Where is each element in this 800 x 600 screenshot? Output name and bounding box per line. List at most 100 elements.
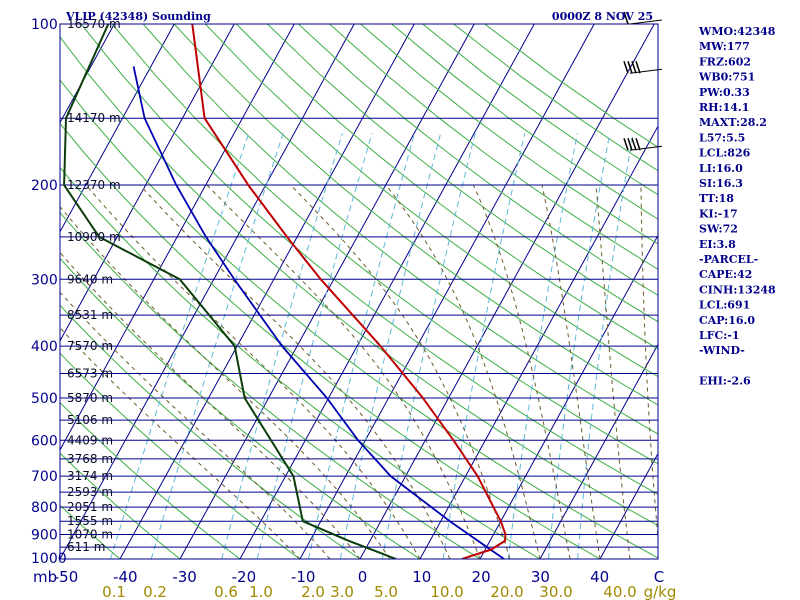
wind-barb: [623, 11, 663, 25]
index-line: LCL:691: [699, 299, 750, 312]
height-label: 2593 m: [67, 485, 113, 499]
height-label: 4409 m: [67, 433, 113, 447]
temperature-tick-label: 10: [412, 568, 431, 586]
height-label: 16570 m: [67, 17, 121, 31]
height-label: 2051 m: [67, 500, 113, 514]
station-title: VLIP (42348) Sounding: [65, 10, 211, 23]
moist-adiabat-line: [60, 251, 361, 559]
mixing-ratio-label: 0.2: [143, 583, 167, 600]
isotherm-line: [299, 24, 595, 559]
height-label: 5106 m: [67, 413, 113, 427]
mixing-ratio-label: 10.0: [430, 583, 463, 600]
index-line: -PARCEL-: [699, 253, 758, 266]
height-label: 611 m: [67, 540, 105, 554]
pressure-tick-label: 100: [31, 17, 58, 33]
height-label: 8531 m: [67, 308, 113, 322]
index-line: L57:5.5: [699, 131, 745, 144]
pressure-unit-label: mb: [33, 568, 57, 586]
pressure-tick-label: 600: [31, 433, 58, 449]
wind-barb: [623, 138, 663, 151]
dewpoint-profile-line: [63, 24, 397, 559]
parcel-profile-line: [132, 66, 505, 559]
index-line: LCL:826: [699, 147, 751, 160]
isotherm-line: [119, 24, 415, 559]
temperature-tick-label: C: [654, 568, 664, 586]
pressure-tick-label: 300: [31, 272, 58, 288]
isotherm-line: [60, 24, 295, 451]
index-line: EI:3.8: [699, 238, 736, 251]
dry-adiabat-line: [60, 79, 658, 559]
height-label: 3768 m: [67, 452, 113, 466]
height-label: 14170 m: [67, 111, 121, 125]
plot-frame: [59, 23, 659, 560]
mixing-ratio-label: 5.0: [374, 583, 398, 600]
pressure-tick-label: 1000: [31, 551, 67, 567]
mixing-ratio-label: 1.0: [249, 583, 273, 600]
index-line: PW:0.33: [699, 86, 750, 99]
moist-adiabat-line: [541, 185, 601, 559]
index-line: LI:16.0: [699, 162, 743, 175]
isotherm-line: [60, 24, 175, 233]
index-line: KI:-17: [699, 207, 738, 220]
temperature-tick-label: -40: [113, 568, 138, 586]
mixing-ratio-label: 30.0: [539, 583, 572, 600]
temperature-tick-label: -20: [232, 568, 257, 586]
temperature-profile-line: [191, 24, 507, 559]
index-line: WB0:751: [698, 71, 755, 84]
mixing-ratio-label: 2.0: [301, 583, 325, 600]
index-line: WMO:42348: [698, 25, 776, 38]
temperature-tick-label: -50: [54, 568, 79, 586]
mixing-ratio-unit-label: g/kg: [644, 583, 677, 600]
mixing-ratio-label: 20.0: [490, 583, 523, 600]
index-line: CAPE:42: [699, 268, 752, 281]
time-label: 0000Z 8 NOV 25: [552, 10, 653, 23]
isotherm-line: [599, 452, 658, 559]
index-line: SI:16.3: [699, 177, 743, 190]
height-label: 5870 m: [67, 391, 113, 405]
sounding-profiles: [63, 24, 507, 559]
isotherm-line: [60, 24, 235, 342]
mixing-ratio-line: [256, 133, 373, 559]
temperature-tick-label: 20: [472, 568, 491, 586]
height-label: 12370 m: [67, 178, 121, 192]
mixing-ratio-label: 40.0: [603, 583, 636, 600]
height-label: 1555 m: [67, 514, 113, 528]
pressure-tick-label: 400: [31, 339, 58, 355]
mixing-ratio-label: 0.1: [102, 583, 126, 600]
mixing-ratio-label: 3.0: [330, 583, 354, 600]
index-line: CAP:16.0: [699, 314, 755, 327]
moist-adiabat-line: [595, 185, 631, 559]
index-line: MAXT:28.2: [699, 116, 767, 129]
wind-barbs: [623, 11, 663, 151]
index-line: RH:14.1: [699, 101, 749, 114]
isotherm-line: [60, 24, 115, 124]
index-line: EHI:-2.6: [699, 375, 751, 388]
temperature-tick-label: 40: [590, 568, 609, 586]
pressure-tick-label: 200: [31, 178, 58, 194]
height-label: 3174 m: [67, 469, 113, 483]
mixing-ratio-line: [308, 133, 415, 559]
temperature-tick-label: -30: [172, 568, 197, 586]
height-label: 7570 m: [67, 339, 113, 353]
isotherm-line: [359, 24, 655, 559]
temperature-tick-label: 30: [531, 568, 550, 586]
isotherm-line: [419, 125, 658, 559]
height-label: 6573 m: [67, 366, 113, 380]
isotherm-line: [179, 24, 475, 559]
index-line: CINH:13248: [699, 283, 776, 296]
index-line: -WIND-: [699, 344, 745, 357]
pressure-tick-label: 700: [31, 469, 58, 485]
index-line: LFC:-1: [699, 329, 740, 342]
moist-adiabat-line: [290, 184, 511, 559]
height-label: 1070 m: [67, 528, 113, 542]
pressure-tick-label: 800: [31, 500, 58, 516]
isotherm-line: [60, 24, 355, 559]
pressure-tick-label: 900: [31, 528, 58, 544]
index-line: MW:177: [699, 40, 750, 53]
index-line: SW:72: [699, 223, 738, 236]
moist-adiabat-line: [640, 185, 658, 544]
temperature-tick-label: -10: [291, 568, 316, 586]
index-line: TT:18: [699, 192, 734, 205]
